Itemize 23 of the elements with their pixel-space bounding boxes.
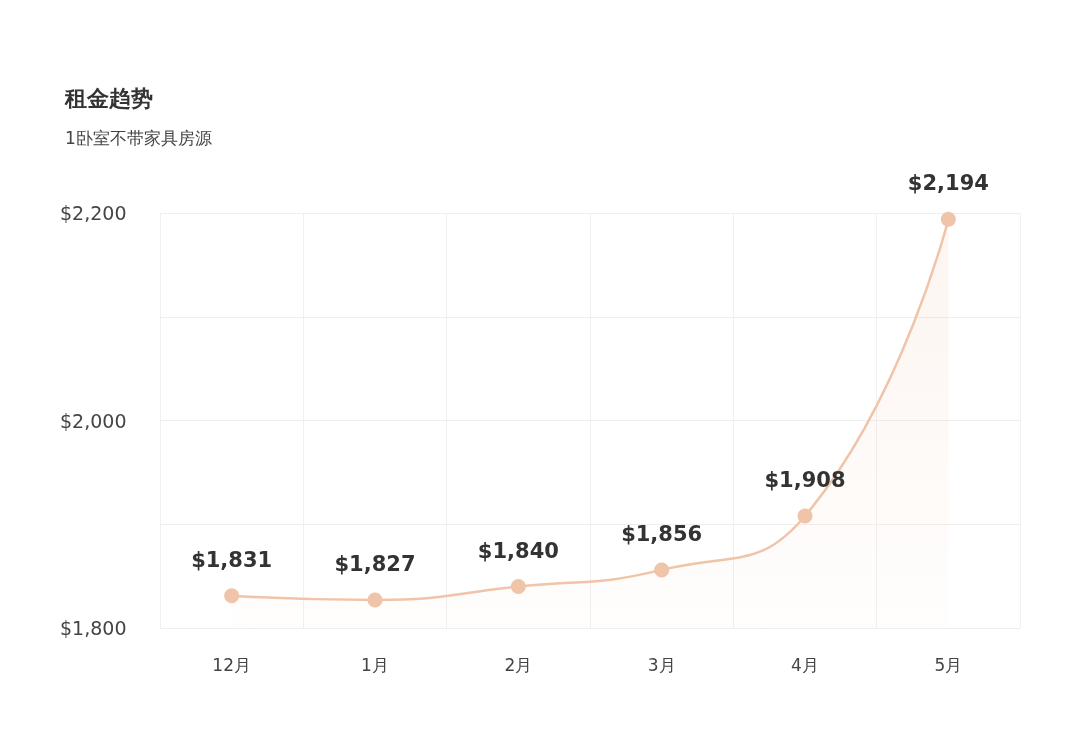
y-tick-label: $2,000 — [60, 409, 127, 432]
point — [224, 588, 240, 604]
x-tick-label: 5月 — [934, 654, 963, 675]
data-label: $1,840 — [477, 538, 559, 563]
x-tick-label: 3月 — [647, 654, 676, 675]
point — [797, 508, 813, 524]
data-label: $1,827 — [334, 551, 416, 576]
data-label: $1,831 — [191, 547, 273, 572]
x-tick-label: 1月 — [361, 654, 389, 675]
point — [654, 562, 670, 578]
data-label: $1,856 — [621, 521, 703, 546]
chart-title: 租金趋势 — [64, 85, 153, 111]
y-tick-label: $1,800 — [60, 617, 127, 639]
data-label: $2,194 — [907, 171, 989, 196]
chart-subtitle: 1卧室不带家具房源 — [65, 127, 212, 148]
data-label: $1,908 — [764, 467, 846, 492]
x-tick-label: 12月 — [212, 654, 251, 675]
x-tick-label: 2月 — [504, 654, 533, 675]
point — [367, 592, 383, 608]
point — [510, 579, 526, 594]
y-tick-label: $2,200 — [60, 202, 127, 224]
x-tick-label: 4月 — [791, 654, 819, 675]
point — [940, 211, 956, 227]
